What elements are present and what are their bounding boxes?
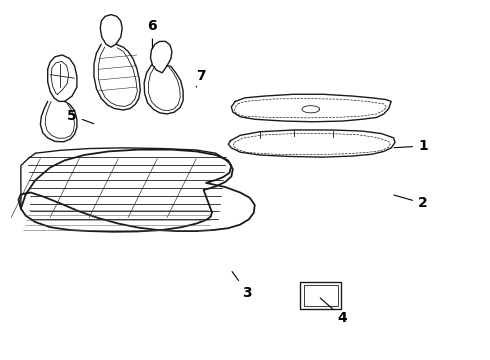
FancyBboxPatch shape xyxy=(304,285,338,306)
FancyBboxPatch shape xyxy=(300,282,342,309)
Text: 3: 3 xyxy=(232,271,252,300)
Text: 5: 5 xyxy=(67,109,94,124)
Text: 6: 6 xyxy=(147,19,157,49)
Text: 2: 2 xyxy=(394,195,428,210)
Text: 7: 7 xyxy=(196,69,206,87)
Text: 1: 1 xyxy=(394,139,428,153)
Text: 4: 4 xyxy=(320,298,347,324)
